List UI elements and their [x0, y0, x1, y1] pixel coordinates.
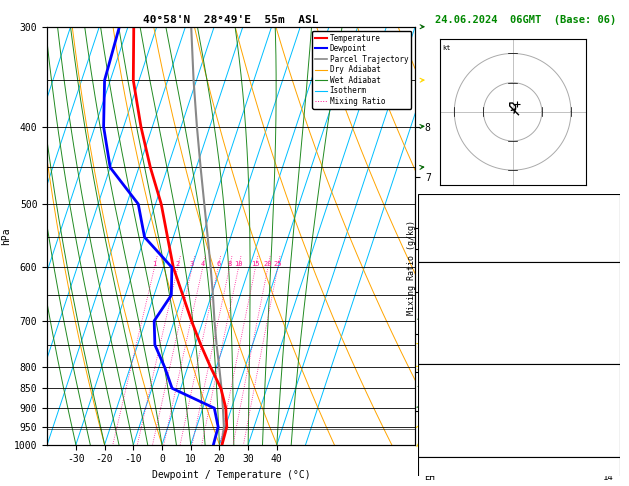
Text: Mixing Ratio (g/kg): Mixing Ratio (g/kg): [408, 220, 416, 315]
Text: 1: 1: [608, 201, 613, 210]
Text: 17.9: 17.9: [592, 298, 613, 307]
Text: Hodograph: Hodograph: [495, 461, 543, 469]
Text: θₑ (K): θₑ (K): [425, 401, 457, 410]
Bar: [418, 194, 620, 262]
Text: 24.06.2024  06GMT  (Base: 06): 24.06.2024 06GMT (Base: 06): [435, 15, 616, 25]
Text: 0: 0: [608, 437, 613, 446]
Text: 1: 1: [152, 261, 157, 267]
Text: Dewp (°C): Dewp (°C): [425, 298, 473, 307]
Text: 8: 8: [228, 261, 231, 267]
Bar: [418, 364, 620, 456]
Text: Lifted Index: Lifted Index: [425, 419, 489, 428]
Text: PW (cm): PW (cm): [425, 246, 462, 255]
Text: 3: 3: [190, 261, 194, 267]
X-axis label: Dewpoint / Temperature (°C): Dewpoint / Temperature (°C): [152, 470, 311, 480]
Text: 4: 4: [201, 261, 205, 267]
Text: 14: 14: [603, 473, 613, 482]
Legend: Temperature, Dewpoint, Parcel Trajectory, Dry Adiabat, Wet Adiabat, Isotherm, Mi: Temperature, Dewpoint, Parcel Trajectory…: [312, 31, 411, 109]
Text: CIN (J): CIN (J): [425, 363, 462, 372]
Text: Most Unstable: Most Unstable: [484, 369, 554, 378]
Text: θₑ(K): θₑ(K): [425, 314, 451, 323]
Text: 25: 25: [274, 261, 282, 267]
Text: 2: 2: [175, 261, 180, 267]
Text: K: K: [425, 201, 430, 210]
Text: Lifted Index: Lifted Index: [425, 330, 489, 340]
Bar: [418, 262, 620, 364]
Text: 15: 15: [251, 261, 260, 267]
Text: 10: 10: [235, 261, 243, 267]
Bar: [418, 456, 620, 486]
Text: kt: kt: [443, 45, 451, 51]
Y-axis label: hPa: hPa: [1, 227, 11, 244]
Text: 28: 28: [603, 224, 613, 233]
Text: Surface: Surface: [500, 267, 538, 277]
Text: Totals Totals: Totals Totals: [425, 224, 494, 233]
Text: CAPE (J): CAPE (J): [425, 347, 467, 356]
Text: 6: 6: [216, 261, 220, 267]
Text: CAPE (J): CAPE (J): [425, 437, 467, 446]
Text: EH: EH: [425, 473, 435, 482]
Y-axis label: km
ASL: km ASL: [433, 228, 453, 243]
Text: LCL: LCL: [419, 424, 434, 433]
Text: 0: 0: [608, 363, 613, 372]
Text: 1.78: 1.78: [592, 246, 613, 255]
Text: 0: 0: [608, 455, 613, 464]
Text: Temp (°C): Temp (°C): [425, 281, 473, 291]
Text: 1002: 1002: [592, 383, 613, 392]
Text: 20: 20: [264, 261, 272, 267]
Text: 0: 0: [608, 347, 613, 356]
Text: Pressure (mb): Pressure (mb): [425, 383, 494, 392]
Text: 330: 330: [598, 401, 613, 410]
Text: 3: 3: [608, 419, 613, 428]
Text: 3: 3: [608, 330, 613, 340]
Text: 330: 330: [598, 314, 613, 323]
Title: 40°58'N  28°49'E  55m  ASL: 40°58'N 28°49'E 55m ASL: [143, 15, 319, 25]
Text: CIN (J): CIN (J): [425, 455, 462, 464]
Text: 20.9: 20.9: [592, 281, 613, 291]
